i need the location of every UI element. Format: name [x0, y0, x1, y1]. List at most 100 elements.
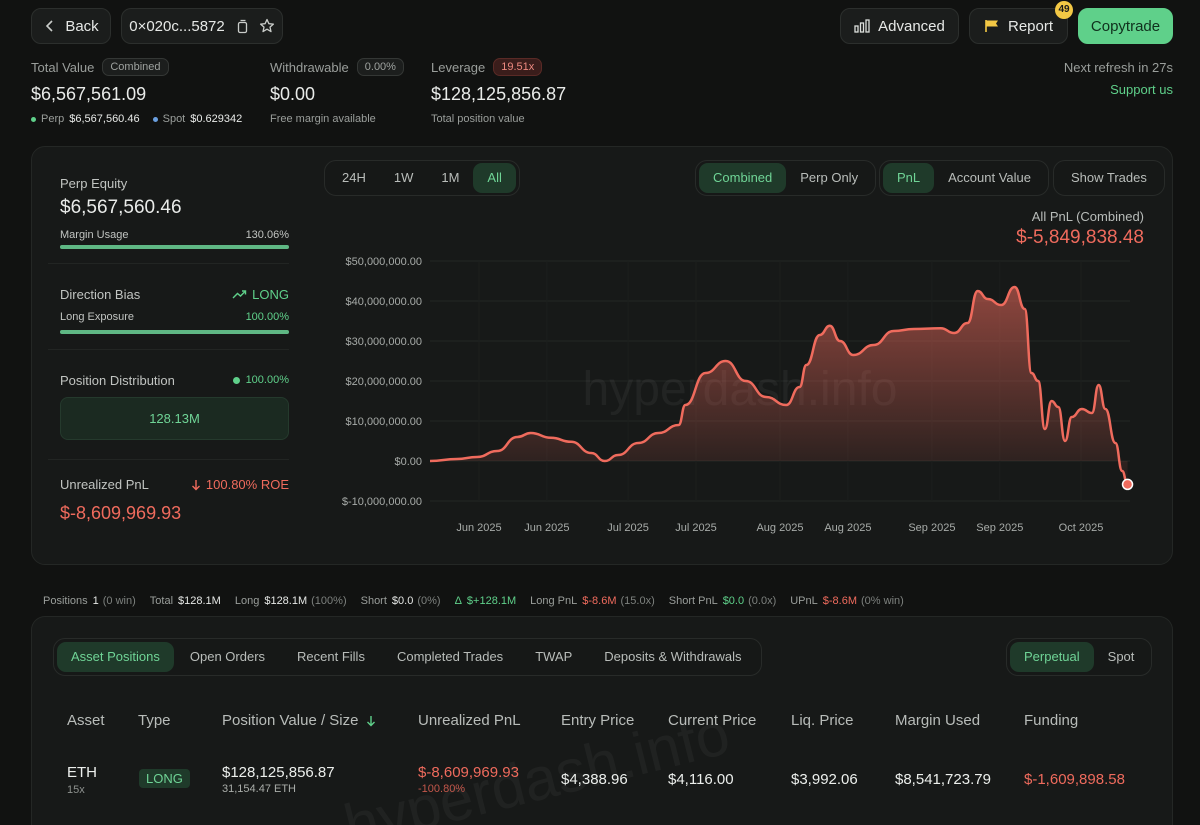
x-tick-label: Aug 2025: [824, 522, 871, 534]
row-margin-used: $8,541,723.79: [895, 771, 991, 788]
leverage-label: Leverage: [431, 59, 486, 75]
mode-perp-only[interactable]: Perp Only: [800, 170, 859, 185]
market-spot[interactable]: Spot: [1107, 649, 1135, 664]
direction-bias-label: Direction Bias: [60, 287, 141, 302]
position-distribution-label: Position Distribution: [60, 373, 175, 388]
y-tick-label: $30,000,000.00: [346, 336, 422, 348]
withdrawable-pill: 0.00%: [356, 58, 404, 76]
pnl-last-point[interactable]: [1121, 478, 1134, 491]
advanced-button[interactable]: Advanced: [840, 8, 959, 44]
tab-asset-positions[interactable]: Asset Positions: [57, 642, 174, 672]
report-count-badge: 49: [1055, 1, 1073, 19]
market-perpetual[interactable]: Perpetual: [1010, 642, 1094, 672]
position-distribution-pct-wrap: 100.00%: [200, 374, 289, 386]
chart-pnl-label: All PnL (Combined): [1031, 209, 1144, 224]
tab-recent-fills[interactable]: Recent Fills: [297, 649, 365, 664]
unrealized-pnl-value: $-8,609,969.93: [60, 503, 182, 523]
total-value-label: Total Value: [31, 59, 95, 75]
flag-icon: [985, 20, 998, 32]
positions-tabs: Asset Positions Open Orders Recent Fills…: [53, 638, 762, 676]
col-type[interactable]: Type: [138, 712, 171, 729]
stat-item: Total $128.1M: [150, 595, 221, 607]
support-link[interactable]: Support us: [1110, 82, 1173, 97]
metric-selector: PnL Account Value: [879, 160, 1050, 196]
timeframe-all[interactable]: All: [473, 163, 516, 193]
y-tick-label: $50,000,000.00: [346, 256, 422, 268]
col-funding[interactable]: Funding: [1024, 712, 1079, 729]
stat-value: $0.0: [391, 595, 414, 607]
stat-label: Long PnL: [530, 595, 578, 607]
report-label: Report: [1007, 17, 1054, 35]
combined-pill: Combined: [102, 58, 169, 76]
asset-symbol: ETH: [67, 764, 97, 781]
tab-deposits-withdrawals[interactable]: Deposits & Withdrawals: [604, 649, 742, 664]
mode-combined[interactable]: Combined: [699, 163, 787, 193]
x-tick-label: Jul 2025: [675, 522, 717, 534]
margin-usage-value: 130.06%: [245, 229, 289, 241]
type-badge-label: LONG: [146, 771, 183, 786]
total-value-block: Total Value Combined $6,567,561.09 Perp …: [31, 58, 261, 125]
col-margin-used[interactable]: Margin Used: [895, 712, 981, 729]
stat-value: $128.1M: [178, 595, 221, 607]
x-tick-label: Jun 2025: [456, 522, 501, 534]
timeframe-24h[interactable]: 24H: [342, 170, 366, 185]
address-chip[interactable]: 0×020c...5872: [121, 8, 283, 44]
pnl-chart[interactable]: hyperdash.info $50,000,000.00$40,000,000…: [320, 245, 1160, 545]
show-trades-wrap: Show Trades: [1053, 160, 1165, 196]
col-position-value-label: Position Value / Size: [222, 712, 359, 729]
asset-leverage: 15x: [67, 784, 85, 796]
row-unrealized-pnl: $-8,609,969.93: [418, 764, 519, 781]
metric-pnl[interactable]: PnL: [883, 163, 935, 193]
row-liq-price: $3,992.06: [791, 771, 858, 788]
y-tick-label: $10,000,000.00: [346, 416, 422, 428]
stat-label: Total: [149, 595, 174, 607]
x-tick-label: Sep 2025: [908, 522, 955, 534]
row-current-price: $4,116.00: [668, 771, 734, 788]
col-position-value[interactable]: Position Value / Size: [222, 712, 376, 729]
star-icon[interactable]: [259, 18, 275, 34]
stat-value: 1: [92, 595, 99, 607]
copytrade-label: Copytrade: [1090, 17, 1161, 35]
stat-value: $128.1M: [264, 595, 308, 607]
col-current-price[interactable]: Current Price: [668, 712, 757, 729]
withdrawable-value: $0.00: [270, 84, 316, 104]
back-label: Back: [65, 17, 99, 35]
timeframe-1w[interactable]: 1W: [393, 170, 414, 185]
tab-completed-trades[interactable]: Completed Trades: [396, 649, 504, 664]
copy-icon[interactable]: [235, 19, 249, 34]
perp-equity-label: Perp Equity: [60, 176, 128, 191]
back-button[interactable]: Back: [31, 8, 111, 44]
spot-dot-icon: [152, 116, 158, 122]
stat-item: Long $128.1M (100%): [235, 595, 347, 607]
timeframe-1m[interactable]: 1M: [441, 170, 460, 185]
bar-chart-icon: [854, 19, 870, 33]
advanced-label: Advanced: [878, 17, 945, 35]
stat-value: $0.0: [722, 595, 745, 607]
long-exposure-label: Long Exposure: [60, 311, 134, 323]
withdrawable-block: Withdrawable 0.00% $0.00 Free margin ava…: [270, 58, 420, 125]
stat-value: $+128.1M: [466, 595, 517, 607]
y-tick-label: $0.00: [394, 456, 422, 468]
long-exposure-value: 100.00%: [245, 311, 289, 323]
col-asset[interactable]: Asset: [67, 712, 105, 729]
x-tick-label: Sep 2025: [976, 522, 1023, 534]
stat-value: $-8.6M: [582, 595, 617, 607]
col-entry-price[interactable]: Entry Price: [561, 712, 635, 729]
margin-usage-label: Margin Usage: [60, 229, 129, 241]
report-button[interactable]: Report: [969, 8, 1068, 44]
tab-open-orders[interactable]: Open Orders: [189, 649, 266, 664]
metric-account-value[interactable]: Account Value: [948, 170, 1032, 185]
row-pnl-pct: -100.80%: [418, 783, 466, 795]
total-value: $6,567,561.09: [31, 84, 147, 104]
col-liq-price[interactable]: Liq. Price: [791, 712, 854, 729]
perp-equity-value: $6,567,560.46: [60, 197, 182, 218]
stat-label: Δ: [454, 595, 462, 607]
stat-value: $-8.6M: [822, 595, 858, 607]
col-unrealized-pnl[interactable]: Unrealized PnL: [418, 712, 521, 729]
stat-item: Positions 1 (0 win): [43, 595, 136, 607]
direction-bias-value: LONG: [252, 287, 289, 302]
perp-dot-icon: [31, 116, 36, 122]
show-trades-button[interactable]: Show Trades: [1071, 170, 1147, 185]
copytrade-button[interactable]: Copytrade: [1078, 8, 1173, 44]
tab-twap[interactable]: TWAP: [535, 649, 573, 664]
